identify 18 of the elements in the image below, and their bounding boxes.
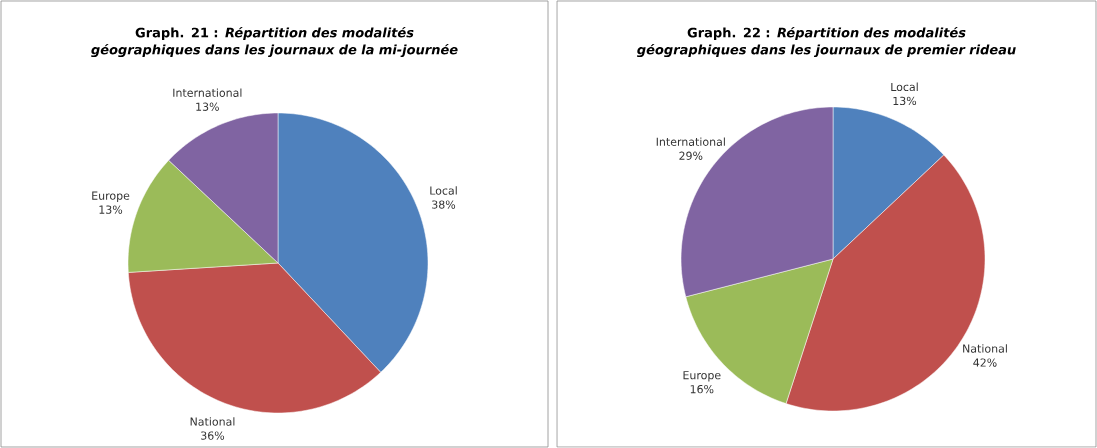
data-label: 38%	[432, 200, 456, 209]
data-label: 36%	[201, 431, 225, 440]
slice-label: Europe	[683, 371, 721, 382]
slice-label: Local	[891, 82, 918, 92]
slice-label: Europe	[92, 191, 130, 202]
data-label: 13%	[99, 205, 123, 214]
chart-title: Graph. 21 : Répartition des modalités géographiques dans les journaux de la mi-journée	[91, 26, 458, 58]
slice-label: International	[656, 137, 725, 146]
data-label: 13%	[196, 102, 219, 111]
slice-label: Local	[430, 186, 457, 195]
data-label: 29%	[679, 151, 703, 160]
slice-label: National	[963, 344, 1007, 353]
data-label: 42%	[973, 358, 997, 367]
data-label: 13%	[893, 96, 917, 106]
slice-label: International	[173, 88, 242, 97]
data-label: 16%	[690, 384, 714, 394]
chart-title: Graph. 22 : Répartition des modalités géographiques dans les journaux de premier rideau	[637, 26, 1016, 58]
slice-label: National	[190, 417, 235, 426]
